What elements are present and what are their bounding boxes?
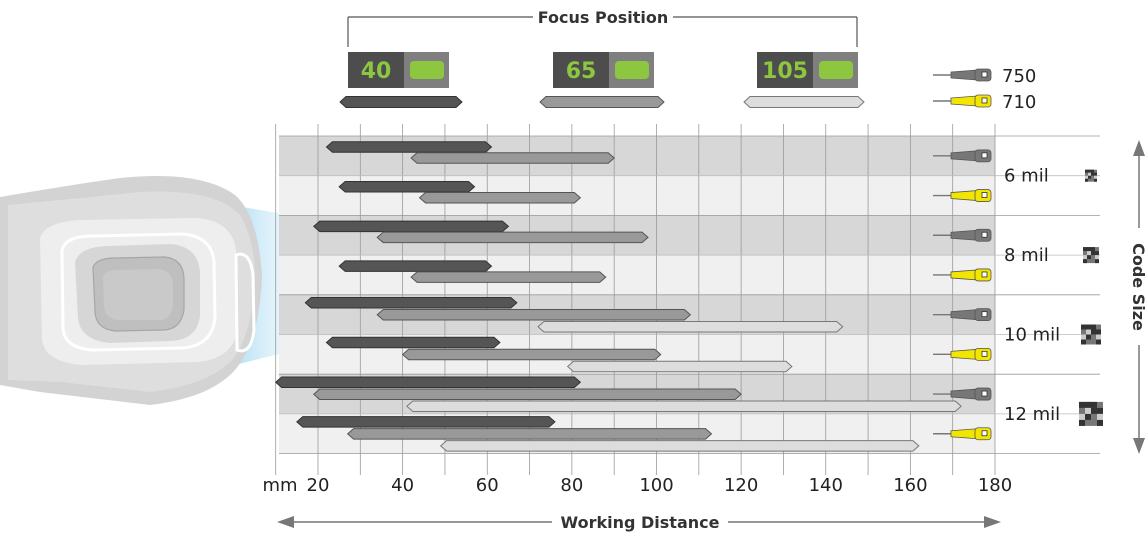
barcode-sample-icon [1085, 169, 1097, 182]
focus-position-item: 40 [339, 52, 463, 108]
range-bar [376, 309, 692, 321]
range-bar [410, 152, 615, 164]
barcode-sample-icon [1083, 247, 1099, 264]
x-tick-label: 80 [560, 475, 583, 496]
chart-title: Focus Position [538, 8, 668, 27]
range-bar [313, 220, 510, 233]
focus-position-label: 65 [566, 59, 597, 84]
scanner-model-icon [933, 268, 992, 282]
scanner-model-icon [933, 228, 992, 242]
scanner-model-legend-item: 750 [933, 66, 1036, 87]
plot-grid [275, 124, 1100, 475]
focus-position-legend-bar [339, 96, 463, 108]
focus-position-label: 105 [762, 59, 808, 84]
barcode-sample-icon [1079, 401, 1103, 426]
range-bar [296, 416, 556, 428]
scanner-model-icon [933, 94, 992, 108]
x-unit-label: mm [262, 475, 297, 496]
x-tick-label: 180 [978, 475, 1012, 496]
focus-position-bracket [347, 16, 858, 47]
range-bar [346, 428, 713, 440]
range-bar [376, 231, 649, 244]
range-bar [338, 180, 476, 193]
range-bar [338, 260, 493, 272]
x-axis-title: Working Distance [561, 513, 720, 532]
code-size-arrow [1133, 140, 1145, 454]
range-bar [406, 400, 962, 412]
x-tick-label: 100 [639, 475, 673, 496]
row-model-icons [933, 149, 992, 441]
x-tick-label: 160 [893, 475, 927, 496]
code-size-label: 6 mil [1004, 166, 1049, 187]
scanner-model-label: 710 [1002, 92, 1036, 113]
range-bar [418, 191, 582, 204]
scanner-model-icon [933, 347, 992, 361]
focus-position-item: 105 [743, 52, 865, 108]
scanner-model-icon [933, 308, 992, 322]
range-bar [325, 336, 501, 349]
scanner-model-label: 750 [1002, 66, 1036, 87]
range-bar [304, 297, 518, 309]
x-tick-label: 120 [724, 475, 758, 496]
focus-position-legend-bar [539, 96, 665, 108]
code-size-label: 10 mil [1004, 325, 1060, 346]
range-bar [274, 376, 582, 388]
code-size-label: 12 mil [1004, 404, 1060, 425]
x-tick-labels: 20 40 60 80 100 120 140 160 180 [307, 475, 1013, 496]
scanner-illustration [0, 176, 295, 405]
scanner-model-icon [933, 387, 992, 401]
barcode-sample-icon [1081, 324, 1101, 345]
x-tick-label: 140 [809, 475, 843, 496]
range-bar [325, 141, 493, 153]
focus-position-item: 65 [539, 52, 665, 108]
scanner-model-icon [933, 149, 992, 163]
y-axis-title: Code Size [1129, 243, 1147, 331]
x-tick-label: 40 [391, 475, 414, 496]
scanner-model-icon [933, 189, 992, 202]
range-bar [439, 440, 920, 452]
x-tick-label: 20 [307, 475, 330, 496]
code-size-labels: 6 mil 8 mil 10 mil 12 mil [1004, 166, 1103, 426]
scanner-model-icon [933, 68, 992, 82]
code-size-label: 8 mil [1004, 245, 1049, 266]
working-distance-arrow [277, 516, 1001, 528]
focus-position-label: 40 [361, 59, 392, 84]
range-bar [401, 348, 662, 361]
scanner-model-legend-item: 710 [933, 92, 1036, 113]
x-tick-label: 60 [476, 475, 499, 496]
range-bars [274, 141, 962, 452]
focus-position-legend: 40 65 105 [339, 52, 865, 108]
focus-position-legend-bar [743, 96, 865, 108]
range-bar [537, 321, 844, 333]
range-bar [566, 360, 793, 373]
range-bar [313, 388, 742, 400]
scanner-model-icon [933, 427, 992, 441]
range-bar [410, 271, 607, 283]
